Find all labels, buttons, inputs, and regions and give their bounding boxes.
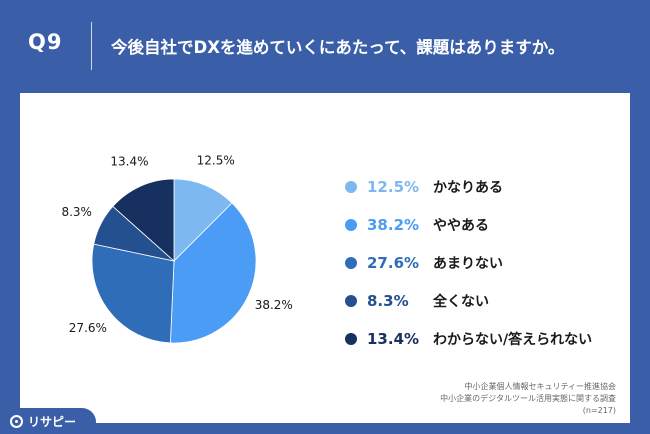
legend-percent: 12.5% bbox=[367, 178, 420, 196]
legend-label: 全くない bbox=[433, 294, 489, 310]
pie-slice bbox=[91, 243, 175, 344]
legend-item: 8.3% 全くない bbox=[345, 282, 592, 320]
question-number: Q9 bbox=[28, 30, 63, 54]
legend-item: 12.5% かなりある bbox=[345, 168, 592, 206]
header-divider bbox=[91, 22, 92, 70]
pie-slice bbox=[173, 178, 233, 262]
legend-percent: 8.3% bbox=[367, 292, 409, 310]
pie-slice bbox=[112, 178, 175, 262]
slice-label: 8.3% bbox=[61, 205, 92, 219]
legend-item: 13.4% わからない/答えられない bbox=[345, 320, 592, 358]
slice-label: 13.4% bbox=[110, 155, 148, 169]
slice-label: 27.6% bbox=[69, 321, 107, 335]
chart-card: 12.5% 38.2% 27.6% 8.3% 13.4% 12.5% かなりある 38.… bbox=[20, 93, 630, 423]
legend-label: わからない/答えられない bbox=[433, 332, 593, 348]
legend-dot bbox=[345, 257, 357, 269]
logo-text: リサピー bbox=[28, 414, 77, 429]
legend-percent: 38.2% bbox=[367, 216, 420, 234]
source-line: 中小企業のデジタルツール活用実態に関する調査 bbox=[440, 394, 616, 403]
source-note: 中小企業個人情報セキュリティー推進協会 中小企業のデジタルツール活用実態に関する… bbox=[440, 381, 616, 417]
legend-dot bbox=[345, 219, 357, 231]
legend-label: かなりある bbox=[433, 180, 503, 196]
question-title: 今後自社でDXを進めていくにあたって、課題はありますか。 bbox=[111, 38, 565, 57]
brand-logo: リサピー bbox=[0, 408, 96, 434]
slice-label: 12.5% bbox=[197, 153, 235, 167]
source-line: 中小企業個人情報セキュリティー推進協会 bbox=[464, 382, 616, 391]
legend-dot bbox=[345, 295, 357, 307]
pie-slice bbox=[169, 202, 257, 344]
legend-item: 38.2% ややある bbox=[345, 206, 592, 244]
sample-size: (n=217) bbox=[582, 406, 616, 415]
header: Q9 今後自社でDXを進めていくにあたって、課題はありますか。 bbox=[0, 0, 650, 88]
legend-item: 27.6% あまりない bbox=[345, 244, 592, 282]
legend-dot bbox=[345, 181, 357, 193]
legend-label: ややある bbox=[433, 218, 489, 234]
legend-label: あまりない bbox=[433, 256, 503, 272]
pie-chart: 12.5% 38.2% 27.6% 8.3% 13.4% bbox=[61, 153, 293, 344]
legend-percent: 13.4% bbox=[367, 330, 420, 348]
legend: 12.5% かなりある 38.2% ややある 27.6% あまりない 8.3% … bbox=[345, 168, 592, 358]
legend-percent: 27.6% bbox=[367, 254, 420, 272]
slice-label: 38.2% bbox=[255, 298, 293, 312]
legend-dot bbox=[345, 333, 357, 345]
risapi-logo-icon bbox=[10, 414, 23, 428]
